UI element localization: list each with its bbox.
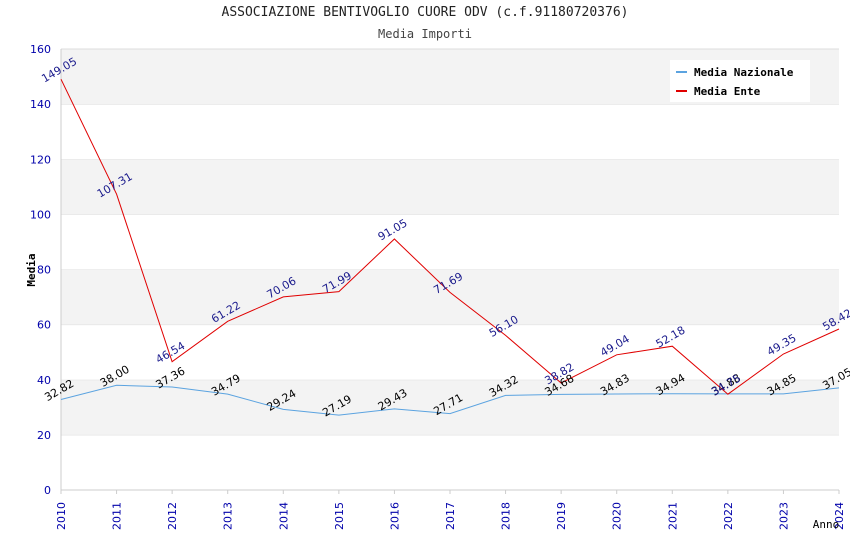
x-tick-label: 2024 — [833, 502, 846, 530]
y-tick-label: 80 — [37, 264, 51, 277]
y-tick-label: 60 — [37, 319, 51, 332]
x-tick-label: 2023 — [777, 502, 790, 530]
x-axis-label: Anno — [813, 518, 840, 531]
x-tick-label: 2018 — [500, 502, 513, 530]
x-tick-label: 2015 — [333, 502, 346, 530]
legend-box — [670, 60, 810, 102]
legend-label: Media Nazionale — [694, 66, 794, 79]
x-tick-label: 2020 — [611, 502, 624, 530]
x-tick-label: 2022 — [722, 502, 735, 530]
y-tick-label: 140 — [30, 98, 51, 111]
grid-band — [61, 214, 839, 270]
y-tick-label: 0 — [44, 484, 51, 497]
grid-band — [61, 434, 839, 490]
x-tick-label: 2010 — [55, 502, 68, 530]
x-tick-label: 2021 — [666, 502, 679, 530]
x-tick-label: 2019 — [555, 502, 568, 530]
x-tick-labels: 2010 2011 2012 2013 2014 2015 2016 2017 2018 2019… — [55, 490, 846, 530]
y-tick-label: 100 — [30, 208, 51, 221]
y-tick-label: 120 — [30, 153, 51, 166]
y-tick-label: 20 — [37, 429, 51, 442]
grid-band — [61, 104, 839, 160]
x-tick-label: 2016 — [388, 502, 401, 530]
chart-title: ASSOCIAZIONE BENTIVOGLIO CUORE ODV (c.f.… — [221, 5, 629, 20]
grid-band — [61, 269, 839, 325]
legend-label: Media Ente — [694, 85, 761, 98]
series-line-media-ente — [60, 78, 840, 395]
series-lines — [60, 78, 840, 416]
x-tick-label: 2011 — [111, 502, 124, 530]
legend: Media Nazionale Media Ente — [670, 60, 810, 102]
series-line-media-nazionale — [60, 384, 840, 416]
grid-band — [61, 324, 839, 380]
x-tick-label: 2017 — [444, 502, 457, 530]
x-tick-label: 2013 — [222, 502, 235, 530]
y-axis-label: Media — [25, 253, 38, 286]
x-tick-label: 2014 — [277, 502, 290, 530]
x-tick-label: 2012 — [166, 502, 179, 530]
y-tick-label: 40 — [37, 374, 51, 387]
y-tick-label: 160 — [30, 43, 51, 56]
chart-subtitle: Media Importi — [378, 27, 472, 41]
y-tick-labels: 0 20 40 60 80 100 120 140 160 — [30, 43, 51, 497]
grid-band — [61, 159, 839, 215]
grid-bands — [61, 48, 839, 490]
